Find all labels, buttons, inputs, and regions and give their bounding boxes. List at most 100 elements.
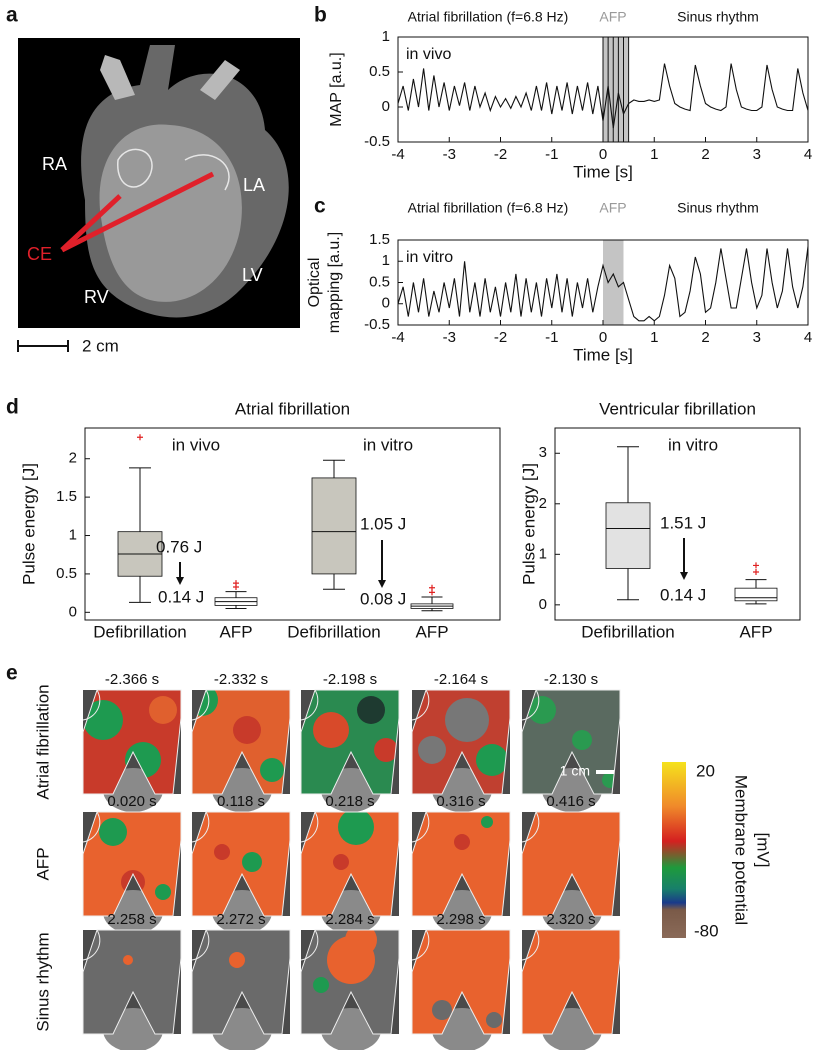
chart-title: Atrial fibrillation: [235, 399, 350, 418]
y-tick-label: -0.5: [364, 133, 390, 150]
x-tick-label: Defibrillation: [581, 622, 675, 641]
y-tick-label: -0.5: [364, 316, 390, 333]
potential-patch: [476, 744, 508, 776]
tissue-outline: [411, 929, 430, 961]
heart-label: RA: [42, 154, 67, 174]
tissue: [83, 690, 181, 794]
tissue-outline: [82, 811, 101, 843]
outlier: [233, 580, 239, 587]
x-tick-label: 4: [804, 146, 812, 163]
x-axis-label: Time [s]: [573, 345, 633, 364]
y-tick-label: 1: [382, 28, 390, 45]
value-label: 0.76 J: [156, 537, 202, 556]
tissue-outline: [82, 929, 101, 961]
x-axis-label: Time [s]: [573, 162, 633, 181]
potential-patch: [528, 696, 556, 724]
tissue-outline: [300, 929, 400, 1035]
x-tick-label: Defibrillation: [287, 622, 381, 641]
map-tile: [300, 811, 400, 934]
arrow-head: [176, 577, 184, 585]
y-tick-label: 1.5: [56, 488, 77, 505]
tissue-outline: [300, 811, 400, 917]
x-tick-label: 1: [650, 329, 658, 346]
y-axis-label: Pulse energy [J]: [519, 463, 538, 585]
condition-label: in vitro: [406, 249, 453, 266]
y-tick-label: 1: [539, 545, 547, 562]
potential-patch: [486, 1012, 502, 1028]
panel-label: d: [6, 396, 19, 419]
y-tick-label: 2: [69, 450, 77, 467]
y-tick-label: 0.5: [369, 273, 390, 290]
time-label: 0.316 s: [436, 793, 485, 810]
value-label: 0.14 J: [158, 587, 204, 606]
panel-label: e: [6, 662, 18, 685]
outlier: [429, 584, 435, 591]
x-tick-label: -1: [545, 146, 558, 163]
chart-title: Ventricular fibrillation: [599, 399, 756, 418]
time-label: -2.332 s: [214, 671, 268, 688]
tissue-outline: [191, 929, 210, 961]
map-tile: [191, 929, 291, 1050]
x-tick-label: -2: [494, 329, 507, 346]
map-tile: [82, 811, 182, 934]
row-label: Atrial fibrillation: [33, 684, 52, 799]
time-label: 2.272 s: [216, 911, 265, 928]
outlier: [753, 569, 759, 575]
y-tick-label: 1: [69, 526, 77, 543]
row-label: AFP: [33, 847, 52, 880]
y-tick-label: 0: [539, 596, 547, 613]
map-tile: [82, 929, 182, 1050]
potential-patch: [229, 952, 245, 968]
heart-label: RV: [84, 287, 109, 307]
potential-patch: [260, 758, 284, 782]
tissue: [412, 812, 510, 916]
y-axis-label: Optical: [306, 258, 323, 308]
y-tick-label: 0: [69, 603, 77, 620]
x-tick-label: Defibrillation: [93, 622, 187, 641]
x-tick-label: AFP: [739, 622, 772, 641]
heart-label: LV: [242, 265, 263, 285]
tissue-outline: [411, 689, 430, 721]
map-tile: [411, 929, 511, 1050]
x-tick-label: 0: [599, 146, 607, 163]
map-tile: [300, 689, 400, 812]
potential-patch: [432, 1000, 452, 1020]
heart-image: [17, 38, 300, 352]
time-label: 2.284 s: [325, 911, 374, 928]
x-tick-label: 2: [701, 329, 709, 346]
tissue-outline: [191, 689, 291, 795]
y-tick-label: 0: [382, 295, 390, 312]
potential-patch: [155, 884, 171, 900]
potential-patch: [242, 852, 262, 872]
group-label: in vivo: [172, 435, 220, 454]
x-tick-label: 4: [804, 329, 812, 346]
potential-patch: [233, 716, 261, 744]
x-tick-label: 0: [599, 329, 607, 346]
tissue-outline: [521, 811, 540, 843]
potential-patch: [313, 712, 349, 748]
map-tile: [411, 811, 511, 934]
tissue-outline: [521, 689, 621, 795]
value-label: 0.08 J: [360, 589, 406, 608]
time-label: -2.198 s: [323, 671, 377, 688]
colorbar-max: 20: [696, 761, 715, 780]
potential-patch: [345, 930, 377, 956]
box: [734, 587, 778, 602]
x-tick-label: 2: [701, 146, 709, 163]
x-tick-label: 1: [650, 146, 658, 163]
x-tick-label: 3: [753, 146, 761, 163]
heart-label: CE: [27, 244, 52, 264]
group-label: in vitro: [363, 435, 413, 454]
potential-patch: [481, 816, 493, 828]
potential-patch: [445, 698, 489, 742]
tissue-outline: [411, 929, 511, 1035]
y-tick-label: 0: [382, 98, 390, 115]
arrow-head: [378, 580, 386, 588]
y-tick-label: 3: [539, 444, 547, 461]
tissue-outline: [300, 689, 400, 795]
value-label: 0.14 J: [660, 585, 706, 604]
potential-patch: [338, 812, 374, 845]
time-label: 0.118 s: [217, 793, 265, 810]
tissue-outline: [521, 811, 621, 917]
